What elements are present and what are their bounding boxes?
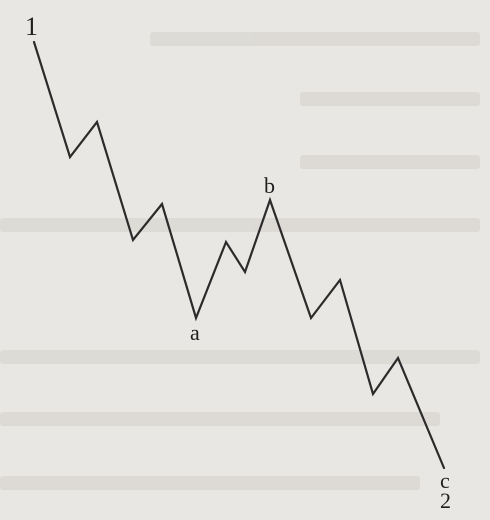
wave-line: [32, 40, 446, 470]
bleed-line-5: [0, 350, 480, 364]
label-b: b: [264, 173, 275, 198]
bleed-line-2: [300, 92, 480, 106]
bleed-line-6: [0, 412, 440, 426]
label-1: 1: [25, 12, 38, 41]
bleed-line-4: [0, 218, 480, 232]
label-a: a: [190, 320, 200, 345]
bleed-line-1: [150, 32, 480, 46]
paper-bleed-through: [0, 32, 480, 490]
label-c: c: [440, 468, 450, 493]
bleed-line-3: [300, 155, 480, 169]
label-2: 2: [440, 488, 451, 513]
bleed-line-7: [0, 476, 420, 490]
